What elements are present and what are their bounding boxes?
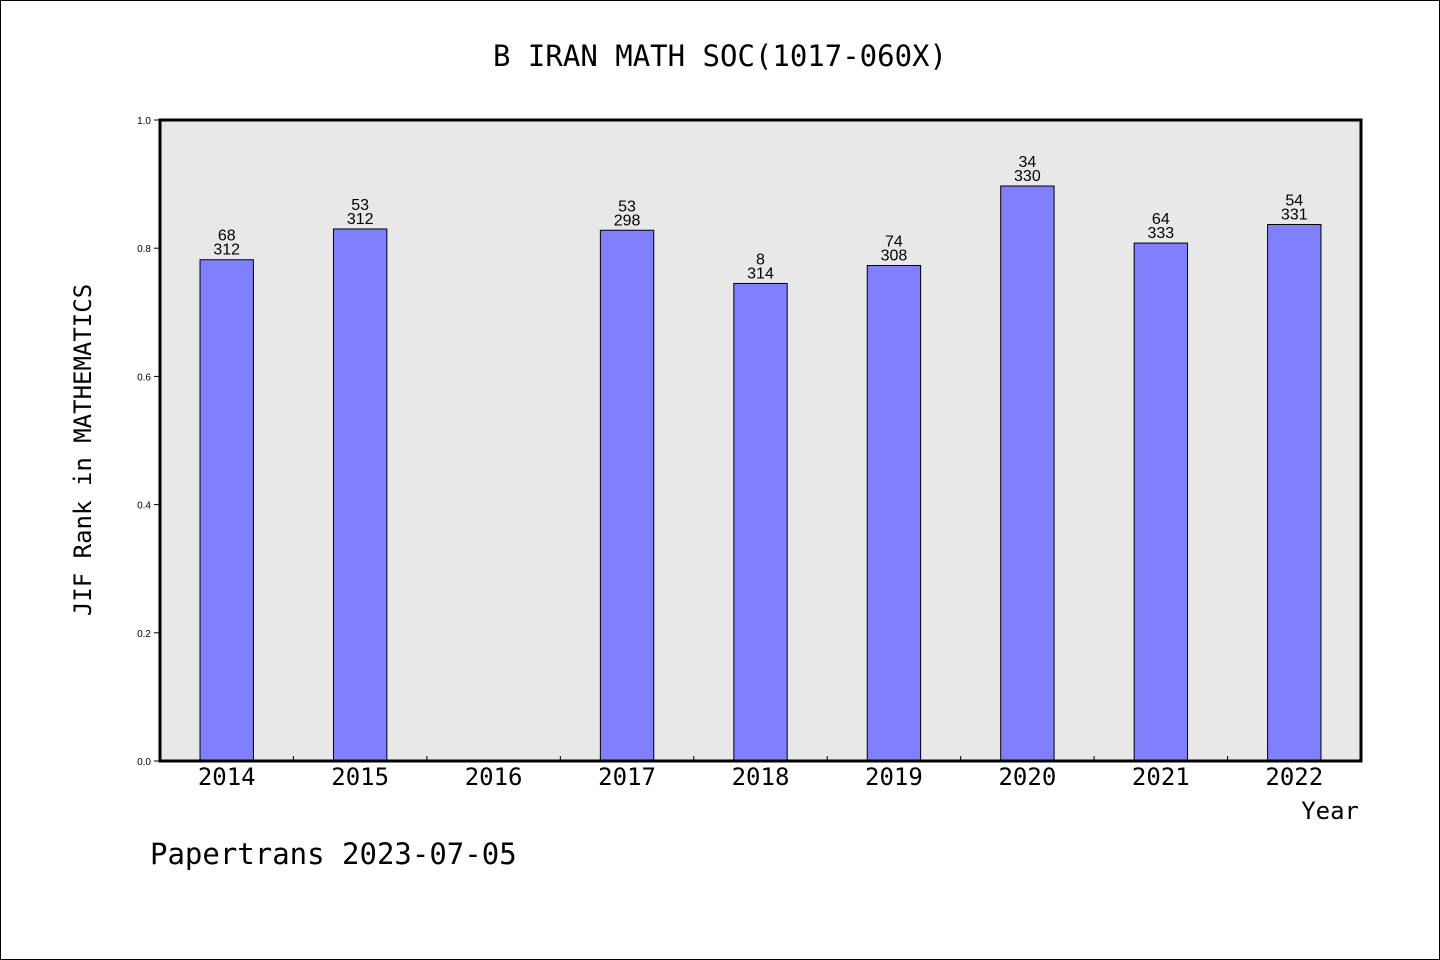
x-tick-label: 2017: [598, 763, 656, 791]
y-tick-label: 0.6: [137, 372, 151, 383]
bar-total-label: 298: [614, 212, 641, 229]
x-tick-label: 2019: [865, 763, 923, 791]
bar: [1133, 242, 1189, 762]
bar-total-label: 312: [213, 242, 240, 259]
chart-title: B IRAN MATH SOC(1017-060X): [493, 39, 947, 73]
x-axis-ticks: 2014 2015 2016 2017 2018 2019 2020 2021 2022: [198, 756, 1323, 791]
x-tick-label: 2014: [198, 763, 256, 791]
bar-total-label: 331: [1281, 206, 1308, 223]
bar-rank-label: 54: [1285, 192, 1303, 209]
bar: [1000, 185, 1055, 762]
y-axis-ticks: 0.0 0.2 0.4 0.6 0.8 1.0: [137, 116, 160, 768]
y-tick-label: 0.4: [137, 501, 151, 512]
bar: [199, 259, 254, 762]
bar-total-label: 312: [347, 211, 374, 228]
bar: [1267, 223, 1322, 762]
bar: [599, 229, 655, 762]
bar-total-label: 330: [1014, 168, 1041, 185]
bar-total-label: 314: [747, 265, 774, 282]
x-tick-label: 2015: [331, 763, 389, 791]
bar: [733, 282, 788, 762]
y-axis-label: JIF Rank in MATHEMATICS: [69, 284, 97, 616]
plot-border: [158, 118, 1363, 763]
bar-rank-label: 68: [218, 228, 236, 245]
y-tick-label: 0.0: [137, 757, 151, 768]
footer-credit: Papertrans 2023-07-05: [150, 837, 517, 871]
bar-total-label: 333: [1147, 225, 1174, 242]
bar-rank-label: 34: [1018, 154, 1036, 171]
x-tick-label: 2022: [1265, 763, 1323, 791]
y-tick-label: 1.0: [137, 116, 151, 127]
y-tick-label: 0.2: [137, 629, 151, 640]
bar: [866, 265, 922, 762]
y-tick-label: 0.8: [137, 244, 151, 255]
bar-rank-label: 53: [618, 198, 636, 215]
bar-rank-label: 8: [756, 251, 765, 268]
x-axis-label: Year: [1301, 797, 1359, 825]
x-tick-label: 2021: [1132, 763, 1190, 791]
bar: [332, 228, 388, 762]
x-tick-label: 2016: [465, 763, 523, 791]
bar-rank-label: 74: [885, 234, 903, 251]
bars: [199, 185, 1322, 762]
bar-total-label: 308: [881, 248, 908, 265]
x-tick-label: 2018: [732, 763, 790, 791]
x-tick-label: 2020: [998, 763, 1056, 791]
bar-rank-label: 64: [1152, 211, 1170, 228]
bar-rank-label: 53: [351, 197, 369, 214]
